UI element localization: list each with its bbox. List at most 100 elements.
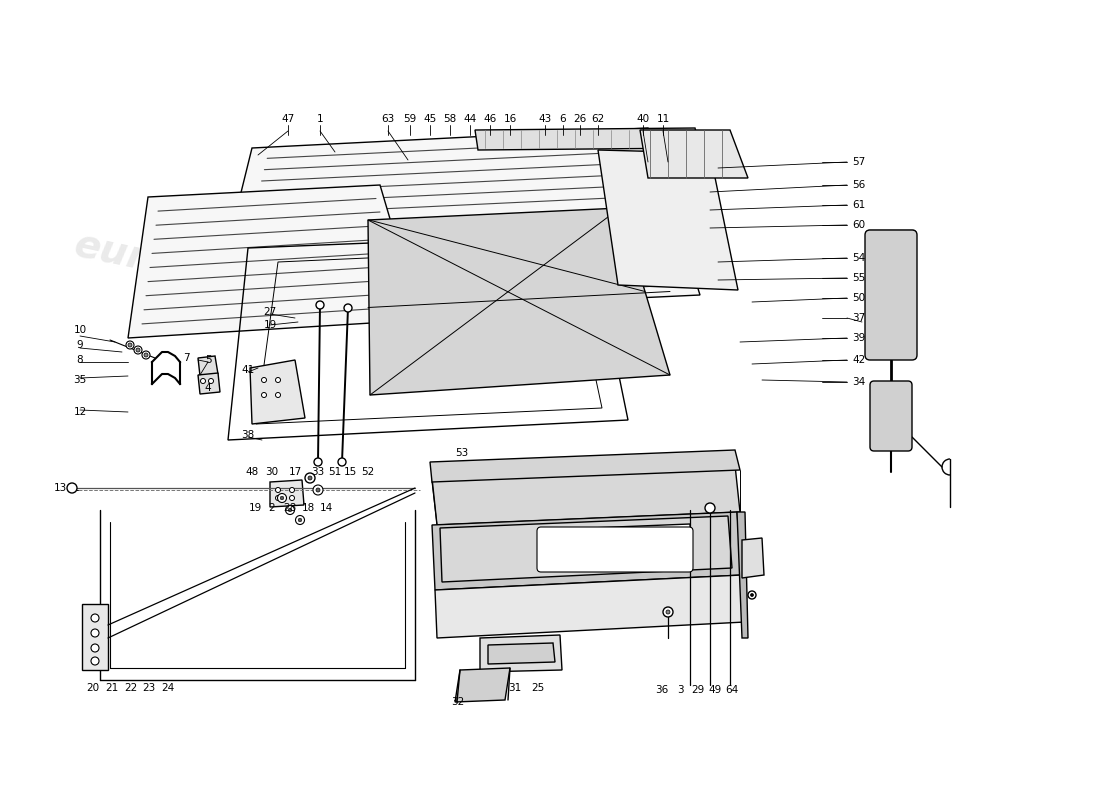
Circle shape <box>286 506 295 514</box>
Text: 13: 13 <box>54 483 67 493</box>
Circle shape <box>666 610 670 614</box>
Text: 33: 33 <box>311 467 324 477</box>
Text: 10: 10 <box>74 325 87 335</box>
Polygon shape <box>434 575 745 638</box>
FancyBboxPatch shape <box>537 527 693 572</box>
Polygon shape <box>432 465 740 525</box>
Text: 54: 54 <box>852 253 866 263</box>
Polygon shape <box>198 356 218 376</box>
Text: 21: 21 <box>106 683 119 693</box>
Text: 57: 57 <box>852 157 866 167</box>
Text: 61: 61 <box>852 200 866 210</box>
Text: 19: 19 <box>263 320 276 330</box>
Text: 20: 20 <box>87 683 100 693</box>
Text: 52: 52 <box>362 467 375 477</box>
Circle shape <box>136 348 140 352</box>
Polygon shape <box>210 128 700 318</box>
Text: 8: 8 <box>77 355 84 365</box>
Text: 5: 5 <box>205 355 211 365</box>
Text: 42: 42 <box>852 355 866 365</box>
Polygon shape <box>440 516 732 582</box>
Circle shape <box>288 508 292 512</box>
Text: 9: 9 <box>77 340 84 350</box>
Text: 15: 15 <box>343 467 356 477</box>
Circle shape <box>126 341 134 349</box>
Text: 39: 39 <box>852 333 866 343</box>
FancyBboxPatch shape <box>865 230 917 360</box>
Text: 30: 30 <box>265 467 278 477</box>
Text: 55: 55 <box>852 273 866 283</box>
Text: 59: 59 <box>404 114 417 124</box>
Text: 19: 19 <box>249 503 262 513</box>
Circle shape <box>316 301 324 309</box>
Text: 41: 41 <box>241 365 254 375</box>
Text: 18: 18 <box>301 503 315 513</box>
Text: 35: 35 <box>74 375 87 385</box>
Text: 23: 23 <box>142 683 155 693</box>
Polygon shape <box>128 185 420 338</box>
Circle shape <box>262 393 266 398</box>
Circle shape <box>750 594 754 597</box>
Circle shape <box>280 496 284 500</box>
Circle shape <box>314 485 323 495</box>
Polygon shape <box>430 450 740 482</box>
Polygon shape <box>198 373 220 394</box>
Polygon shape <box>737 512 748 638</box>
Circle shape <box>134 346 142 354</box>
Text: 43: 43 <box>538 114 551 124</box>
Text: 44: 44 <box>463 114 476 124</box>
Text: 63: 63 <box>382 114 395 124</box>
Circle shape <box>262 378 266 382</box>
Text: 48: 48 <box>245 467 258 477</box>
Polygon shape <box>455 668 510 702</box>
Polygon shape <box>540 524 692 570</box>
Polygon shape <box>868 230 914 240</box>
Text: 17: 17 <box>288 467 301 477</box>
Polygon shape <box>640 130 748 178</box>
Text: 14: 14 <box>319 503 332 513</box>
Polygon shape <box>480 635 562 672</box>
Circle shape <box>91 644 99 652</box>
Circle shape <box>705 503 715 513</box>
Text: 36: 36 <box>656 685 669 695</box>
Text: 24: 24 <box>162 683 175 693</box>
Circle shape <box>128 343 132 347</box>
Circle shape <box>277 494 286 502</box>
Circle shape <box>275 495 280 501</box>
Circle shape <box>275 378 280 382</box>
Polygon shape <box>250 360 305 424</box>
Circle shape <box>142 351 150 359</box>
Text: 64: 64 <box>725 685 738 695</box>
Circle shape <box>91 657 99 665</box>
Text: 2: 2 <box>268 503 275 513</box>
Polygon shape <box>475 128 700 150</box>
Text: 62: 62 <box>592 114 605 124</box>
Circle shape <box>200 378 206 383</box>
Circle shape <box>289 487 295 493</box>
Text: 49: 49 <box>708 685 722 695</box>
Polygon shape <box>598 150 738 290</box>
Text: 56: 56 <box>852 180 866 190</box>
Text: 25: 25 <box>531 683 544 693</box>
Text: 58: 58 <box>443 114 456 124</box>
Circle shape <box>663 607 673 617</box>
Text: 22: 22 <box>124 683 138 693</box>
Text: 7: 7 <box>183 353 189 363</box>
Circle shape <box>67 483 77 493</box>
Polygon shape <box>432 512 742 590</box>
Polygon shape <box>82 604 108 670</box>
Circle shape <box>275 487 280 493</box>
Text: 29: 29 <box>692 685 705 695</box>
Circle shape <box>344 304 352 312</box>
Text: 12: 12 <box>74 407 87 417</box>
Text: 4: 4 <box>205 383 211 393</box>
Circle shape <box>144 353 148 357</box>
Circle shape <box>308 476 312 480</box>
Text: 27: 27 <box>263 307 276 317</box>
Text: 60: 60 <box>852 220 865 230</box>
Text: 53: 53 <box>455 448 469 458</box>
Circle shape <box>305 473 315 483</box>
Text: 1: 1 <box>317 114 323 124</box>
Text: 37: 37 <box>852 313 866 323</box>
Text: 47: 47 <box>282 114 295 124</box>
